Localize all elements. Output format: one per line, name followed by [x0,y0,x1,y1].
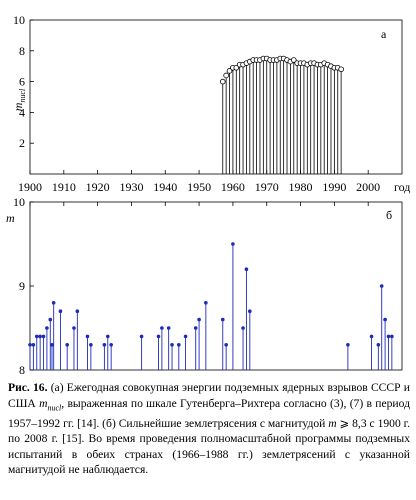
x-axis-tick-label: 1970 [255,180,279,194]
panel-b-point [183,334,188,339]
panel-a-ylabel-subscript: nucl [18,88,27,103]
panel-b-point [105,334,110,339]
panel-b-point [109,343,113,347]
x-axis-unit-label: год [394,180,410,194]
panel-b-earthquakes: б m 8 9 10 [6,195,403,377]
x-axis-tick-label: 2000 [356,180,380,194]
caption-text-2: , выраженная по шкале Гутенберга–Рихтера… [8,396,410,430]
panel-b-point [224,343,228,347]
panel-a-point [223,72,229,79]
panel-b-point [241,326,245,330]
panel-a-ytick-label: 10 [13,13,25,27]
panel-b-point [34,334,39,339]
panel-a-ytick-label: 2 [19,136,25,150]
caption-m-nucl: mnucl [39,396,62,412]
panel-b-point [38,334,42,339]
panel-b-point [248,309,252,314]
panel-b-point [58,309,63,314]
panel-b-data-series [28,242,394,370]
panel-b-point [45,326,49,330]
caption-text-3: ⩾ 8,3 с 1900 г. по 2008 г. [15]. Во врем… [8,416,411,477]
x-axis-tick-label: 1910 [52,180,76,194]
panel-b-point [166,326,171,330]
panel-b-point [369,334,374,339]
x-axis-tick-labels: 1900 1910 1920 1930 1940 1950 1960 1970 1980 1990… [18,180,380,194]
panel-b-point [156,334,161,339]
panel-b-point [231,242,235,246]
panel-b-point [102,343,107,347]
x-axis-tick-label: 1940 [153,180,177,194]
caption-m: m [328,416,337,430]
panel-b-ytick-label: 9 [19,279,25,293]
panel-a-data-series [219,55,344,174]
x-axis-tick-label: 1980 [289,180,313,194]
panel-b-point [197,317,201,322]
panel-b-point [75,309,80,314]
panel-b-point [139,334,144,339]
panel-b-ytick-label: 10 [13,195,25,209]
panel-b-ytick-label: 8 [19,363,25,377]
panel-a-point [290,57,297,63]
figure-caption: Рис. 16. (а) Ежегодная совокупная энерги… [8,380,410,478]
panel-b-point [89,343,93,347]
panel-b-point [31,343,36,347]
panel-b-point [244,267,249,272]
panel-b-point [48,317,53,322]
panel-b-point [28,343,32,347]
x-axis-tick-label: 1900 [18,180,42,194]
panel-b-point [204,301,208,305]
panel-b-point [379,284,384,288]
panel-b-point [346,343,350,347]
panel-b-point [390,334,394,339]
panel-b-point [50,343,54,347]
panel-b-point [220,317,225,322]
panel-b-ylabel: m [6,211,15,225]
caption-label: Рис. 16. [8,381,48,394]
x-axis-tick-label: 1930 [119,180,143,194]
panel-b-point [193,326,198,330]
panel-a-point [226,68,233,74]
panel-a-ytick-label: 6 [19,75,25,89]
panel-b-axis-ticks: 8 9 10 [13,195,369,377]
x-axis-tick-label: 1920 [86,180,110,194]
panel-b-point [376,343,381,347]
panel-a-point [219,78,226,85]
panel-a-frame [29,19,403,175]
panel-b-point [177,343,181,347]
panel-b-point [170,343,174,347]
panel-b-point [160,326,164,330]
panel-a-ylabel: mnucl [11,88,27,111]
panel-b-point [51,301,56,305]
panel-b-point [386,334,391,339]
caption-text-1: (а) Ежегодная совокупная энергии подземн… [8,381,410,410]
x-axis-tick-label: 1950 [187,180,211,194]
panel-a-axis-ticks: 2 4 6 8 10 [13,13,369,174]
panel-b-point [85,334,90,339]
panel-b-point [72,326,76,330]
panel-a-point [233,64,240,71]
x-axis-tick-label: 1990 [322,180,346,194]
panel-b-point [383,317,387,322]
panel-a-ytick-label: 4 [19,105,25,119]
panel-b-point [41,334,46,339]
x-axis-tick-label: 1960 [221,180,245,194]
panel-a-ytick-label: 8 [19,44,25,58]
panel-a-label: а [381,27,387,41]
panel-b-label: б [386,208,392,222]
panel-b-point [65,343,69,347]
panel-a-point [338,66,344,73]
